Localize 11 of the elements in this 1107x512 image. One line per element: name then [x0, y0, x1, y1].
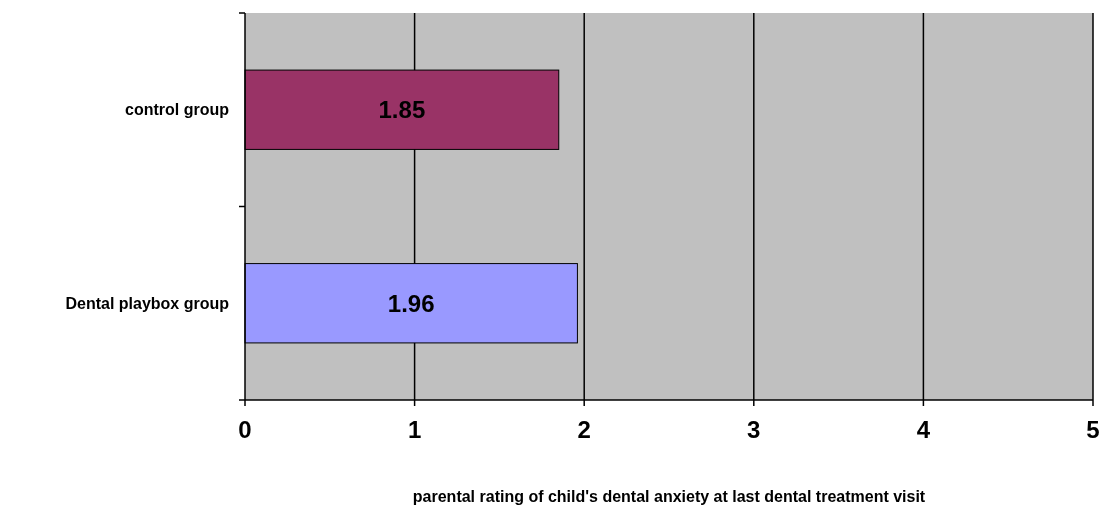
data-label: 1.85 [378, 96, 426, 124]
y-tick-label: control group [125, 101, 230, 119]
x-tick-label: 2 [577, 416, 591, 443]
x-tick-label: 4 [916, 416, 931, 443]
x-tick-label: 5 [1086, 416, 1100, 443]
y-tick-label: Dental playbox group [65, 294, 230, 312]
data-label: 1.96 [387, 289, 435, 317]
x-tick-label: 3 [747, 416, 761, 443]
x-axis-title: parental rating of child's dental anxiety at last dental treatment visit [412, 488, 926, 505]
x-tick-label: 0 [238, 416, 252, 443]
x-tick-label: 1 [407, 416, 422, 443]
